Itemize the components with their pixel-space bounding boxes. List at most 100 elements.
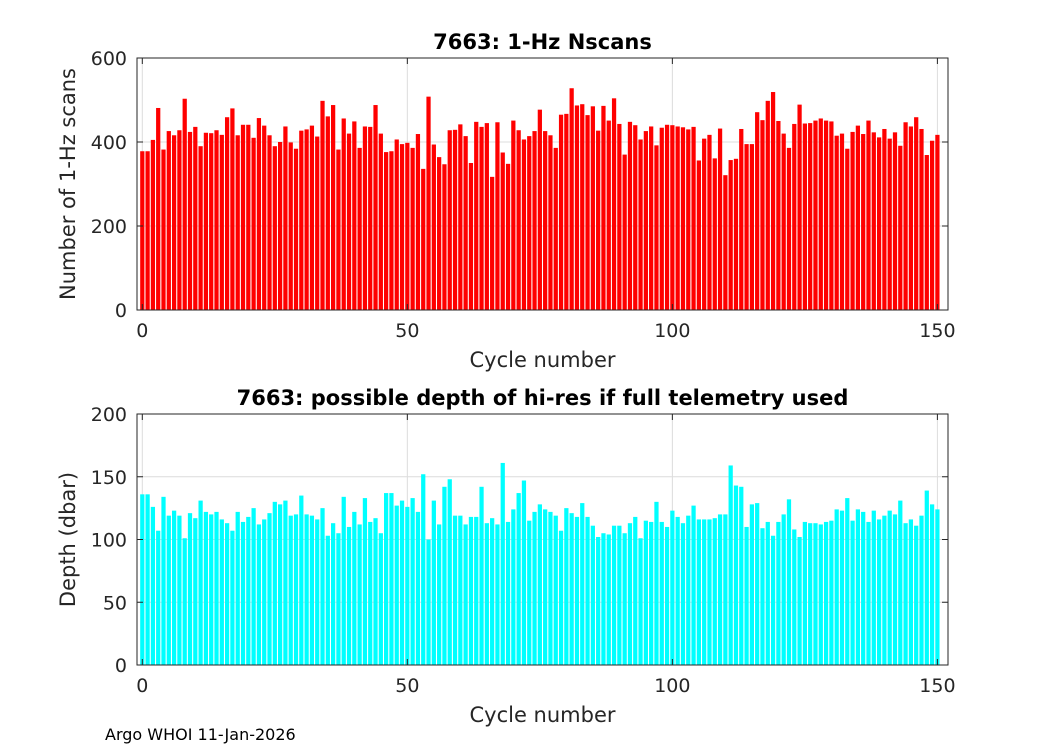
chart2-bar bbox=[357, 524, 362, 665]
chart2-bar bbox=[283, 500, 288, 665]
chart2-bar bbox=[384, 493, 389, 665]
chart1-bar bbox=[770, 92, 776, 311]
chart1-bar bbox=[442, 164, 447, 310]
chart1-bar bbox=[935, 134, 940, 310]
chart2-bar bbox=[770, 535, 776, 665]
chart1-bar bbox=[892, 132, 898, 310]
chart2-bar bbox=[452, 515, 458, 665]
chart2-bar bbox=[903, 523, 908, 665]
chart2-bar bbox=[717, 514, 723, 665]
chart2-bar bbox=[691, 505, 696, 665]
chart2-bar bbox=[887, 510, 892, 665]
chart1-bar bbox=[293, 148, 299, 310]
chart1-bar bbox=[171, 135, 177, 310]
chart2-bar bbox=[871, 510, 876, 665]
chart1-bar bbox=[156, 107, 161, 310]
chart2-bar bbox=[161, 496, 166, 665]
chart1-bar bbox=[564, 113, 569, 310]
chart2-bar bbox=[240, 521, 246, 665]
chart1-bar bbox=[447, 130, 452, 310]
chart2-bar bbox=[193, 518, 198, 665]
chart2-bar bbox=[246, 516, 251, 665]
chart2-bar bbox=[262, 519, 267, 665]
chart1-bar bbox=[664, 124, 670, 310]
chart2-bar bbox=[537, 504, 542, 665]
chart1-bar bbox=[357, 147, 362, 310]
chart2-bar bbox=[797, 536, 802, 665]
chart2-bar bbox=[935, 509, 940, 665]
chart2-bar bbox=[781, 514, 786, 665]
chart1-bar bbox=[765, 100, 770, 310]
chart1-xtick-label: 100 bbox=[654, 320, 690, 342]
chart2-bar bbox=[876, 519, 882, 665]
chart2-bar bbox=[808, 523, 813, 665]
chart1-bar bbox=[145, 151, 150, 310]
chart2-bar bbox=[760, 528, 765, 665]
chart1-bar bbox=[728, 160, 733, 310]
chart2-bar bbox=[368, 521, 373, 665]
chart2-bar bbox=[495, 524, 500, 665]
chart2-bar bbox=[251, 508, 256, 665]
chart2-bar bbox=[882, 515, 887, 665]
chart2-bar bbox=[543, 509, 548, 665]
chart2-bar bbox=[288, 515, 293, 665]
chart2-bar bbox=[834, 509, 839, 665]
chart1-bar bbox=[309, 125, 315, 311]
chart1-bar bbox=[341, 118, 346, 310]
chart2-bar bbox=[680, 523, 686, 665]
chart2-bar bbox=[479, 486, 484, 665]
chart1-bar bbox=[882, 128, 887, 310]
chart2-bar bbox=[214, 511, 219, 665]
chart1-bar bbox=[617, 123, 622, 310]
chart1-bar bbox=[315, 136, 320, 310]
chart1-bar bbox=[267, 135, 272, 310]
chart1-bar bbox=[739, 128, 744, 310]
chart1-bar bbox=[325, 116, 330, 310]
chart1-bar bbox=[511, 120, 516, 310]
chart2-bar bbox=[410, 498, 415, 665]
chart2-bar bbox=[670, 510, 675, 665]
chart2-bar bbox=[405, 506, 410, 665]
chart2-bar bbox=[500, 462, 505, 665]
chart1-bar bbox=[638, 139, 643, 310]
chart2-bar bbox=[325, 535, 330, 665]
chart2-bar bbox=[627, 523, 633, 665]
chart2-bar bbox=[309, 515, 315, 665]
chart1-xtick-label: 150 bbox=[919, 320, 955, 342]
chart1-ytick-label: 200 bbox=[91, 216, 127, 238]
chart1-bar bbox=[622, 154, 627, 310]
chart2-bar bbox=[929, 504, 935, 665]
chart2-bar bbox=[675, 516, 680, 665]
chart2-bar bbox=[442, 486, 447, 665]
chart2-bar bbox=[786, 499, 792, 665]
chart2-bar bbox=[209, 514, 214, 665]
chart2-bar bbox=[861, 511, 866, 665]
chart2-bar bbox=[643, 520, 648, 665]
chart1-bar bbox=[336, 149, 341, 310]
chart2-bar bbox=[235, 511, 240, 665]
chart1-bar bbox=[161, 149, 166, 310]
chart2-bar bbox=[431, 500, 436, 665]
chart2-bar bbox=[341, 496, 346, 665]
chart1-ylabel: Number of 1-Hz scans bbox=[56, 68, 80, 300]
chart2-bar bbox=[850, 520, 855, 665]
chart1-bar bbox=[723, 175, 728, 310]
chart1-bar bbox=[521, 139, 527, 310]
chart2-bar bbox=[707, 519, 712, 665]
chart2-bar bbox=[633, 516, 638, 665]
chart1-bar bbox=[659, 127, 664, 310]
chart2-bar bbox=[564, 508, 569, 665]
chart1-bar bbox=[749, 144, 754, 310]
chart1-bar bbox=[898, 145, 903, 310]
chart2-bar bbox=[150, 506, 156, 665]
chart2-bar bbox=[426, 539, 431, 665]
chart1-bar bbox=[246, 124, 251, 310]
chart1-bar bbox=[272, 146, 277, 310]
chart1-bar bbox=[717, 128, 723, 310]
chart1-title: 7663: 1-Hz Nscans bbox=[433, 30, 652, 54]
chart1-bar bbox=[675, 126, 680, 311]
chart1-bar bbox=[686, 129, 691, 310]
chart2-bar bbox=[177, 515, 182, 665]
chart2-bar bbox=[378, 533, 383, 665]
